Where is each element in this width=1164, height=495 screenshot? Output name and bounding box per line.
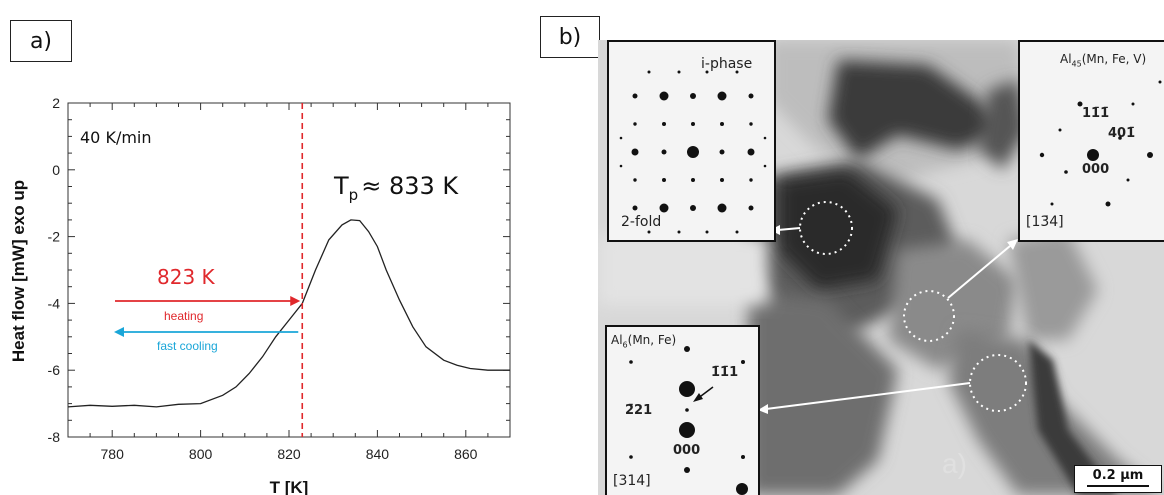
grain-right-column [1008, 230, 1098, 340]
al45-title-sub: 45 [1071, 59, 1082, 69]
tp-rest: ≈ 833 K [361, 172, 459, 200]
faint-label: a) [942, 448, 967, 479]
grain-gray-left [748, 290, 898, 495]
grain-dark-right [978, 80, 1028, 170]
tp-sub: p [349, 186, 359, 204]
cooling-label: fast cooling [157, 339, 218, 353]
x-tick-label: 800 [189, 446, 213, 462]
tp-annotation: Tp ≈ 833 K [333, 172, 459, 204]
grain-dark-top [828, 60, 1008, 160]
y-axis-label: Heat flow [mW] exo up [9, 180, 28, 362]
x-tick-label: 780 [101, 446, 125, 462]
y-tick-label: -4 [48, 295, 61, 311]
scale-bar-line [1087, 485, 1149, 487]
panel-label-b-text: b) [558, 24, 582, 50]
al6-zone: [314] [613, 473, 651, 489]
arrow-head-3 [758, 404, 768, 414]
al45-pattern [1039, 80, 1162, 207]
iphase-caption: 2-fold [621, 214, 662, 230]
tp-main: T [333, 172, 349, 200]
al45-spot-b: 401̄ [1108, 126, 1136, 141]
arrow-head-2 [1007, 239, 1018, 250]
x-tick-label: 860 [454, 446, 478, 462]
al6-title-sub: 6 [622, 340, 628, 350]
heating-label: heating [164, 309, 203, 323]
series-line [67, 219, 510, 408]
scale-bar: 0.2 µm [1074, 465, 1162, 493]
onset-label: 823 K [157, 265, 216, 289]
al45-title-rest: (Mn, Fe, V) [1081, 52, 1147, 66]
y-tick-label: -8 [48, 429, 61, 445]
arrow-line-1 [777, 227, 801, 231]
x-axis-label: T [K] [270, 478, 309, 495]
al45-center: 000 [1082, 162, 1110, 177]
inset-al6: Al6(Mn, Fe) 1̄1̄1 2̄21 000 [314] [605, 325, 760, 495]
plot-frame [67, 102, 511, 438]
y-tick-label: -6 [48, 362, 61, 378]
region-circle-2 [903, 290, 955, 342]
inset-iphase: i-phase 2-fold [607, 40, 776, 242]
y-tick-label: 2 [52, 95, 60, 111]
al6-spot-a: 1̄1̄1 [711, 365, 739, 380]
plot-area: 780 800 820 840 860 -8 -6 -4 -2 0 2 [48, 95, 511, 462]
al6-center: 000 [673, 443, 701, 458]
al6-title: Al6(Mn, Fe) [611, 333, 676, 349]
al45-zone: [13̄4] [1026, 214, 1064, 230]
al6-spot-b: 2̄21 [625, 403, 653, 418]
y-tick-label: -2 [48, 229, 61, 245]
inset-al45: Al45(Mn, Fe, V) 11̄1̄ 401̄ 000 [13̄4] [1018, 40, 1164, 242]
al45-spot-a: 11̄1̄ [1082, 106, 1110, 121]
al6-arrow-head [693, 393, 703, 402]
scale-bar-label: 0.2 µm [1092, 468, 1144, 483]
panel-label-a-text: a) [29, 28, 53, 54]
rate-annotation: 40 K/min [80, 128, 152, 147]
grain-dark-streak [1028, 340, 1118, 495]
region-circle-1 [799, 201, 853, 255]
heating-arrow-head [290, 296, 301, 306]
tem-micrograph: i-phase 2-fold Al45(Mn, Fe, V) 11̄1̄ 401… [598, 40, 1164, 495]
al45-title-main: Al [1060, 52, 1072, 66]
x-tick-label: 820 [277, 446, 301, 462]
arrow-line-2 [947, 245, 1011, 299]
al45-title: Al45(Mn, Fe, V) [1060, 52, 1146, 68]
dsc-chart: 780 800 820 840 860 -8 -6 -4 -2 0 2 Heat flow [mW]… [9, 95, 511, 495]
cooling-arrow-head [114, 327, 124, 337]
grain-dark-center [778, 170, 898, 290]
panel-label-a: a) [10, 20, 72, 62]
x-tick-label: 840 [366, 446, 390, 462]
iphase-pattern [619, 70, 767, 234]
region-circle-3 [969, 354, 1027, 412]
iphase-title: i-phase [701, 56, 753, 72]
y-tick-label: 0 [52, 162, 60, 178]
al6-title-main: Al [611, 333, 623, 347]
panel-label-b: b) [540, 16, 600, 58]
al6-pattern [629, 346, 748, 495]
al6-title-rest: (Mn, Fe) [627, 333, 677, 347]
arrow-line-3 [765, 382, 971, 410]
selection-overlay [758, 201, 1027, 414]
